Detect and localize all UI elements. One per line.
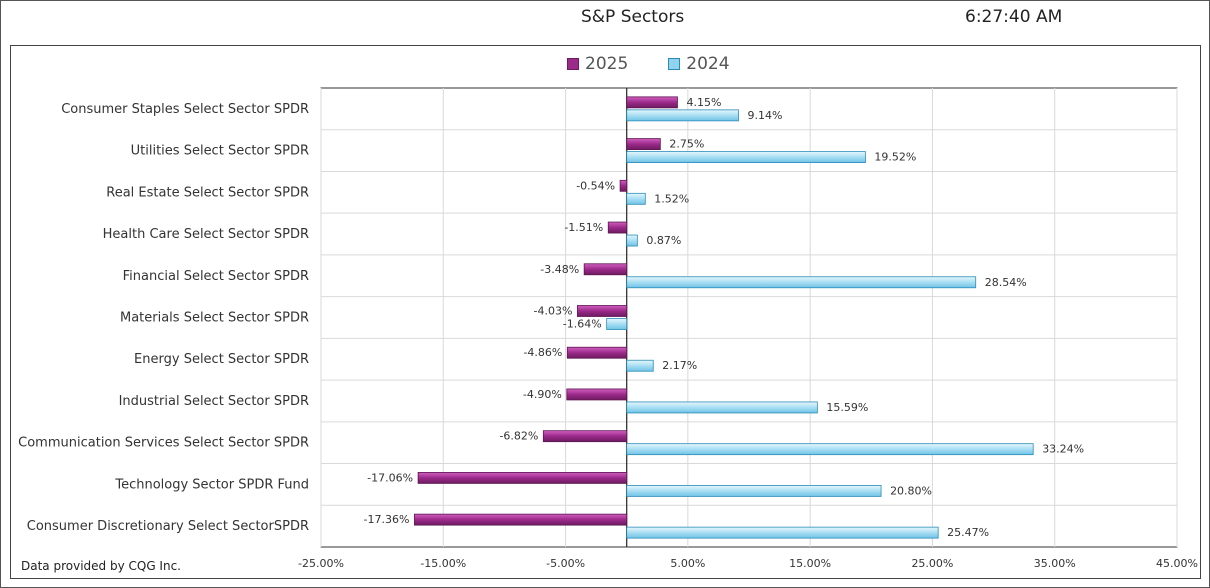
x-tick-label: 5.00% [670,557,705,570]
bar-2025 [417,472,628,484]
data-label-2025: -6.82% [499,430,538,443]
data-label-2025: -17.36% [364,513,410,526]
x-tick-label: 45.00% [1156,557,1198,570]
data-label-2025: 2.75% [669,138,704,151]
data-label-2024: 1.52% [654,192,689,205]
bar-2024 [626,401,818,414]
bar-2024 [626,443,1034,456]
data-label-2024: 15.59% [826,401,868,414]
x-tick-label: 25.00% [911,557,953,570]
bar-2024 [626,485,882,497]
data-label-2024: 33.24% [1042,443,1084,456]
data-label-2025: -4.86% [523,346,562,359]
data-label-2025: -3.48% [540,263,579,276]
x-tick-label: 15.00% [789,557,831,570]
category-label: Consumer Discretionary Select SectorSPDR [27,519,309,534]
data-label-2025: -4.03% [534,305,573,318]
bar-2024 [626,526,939,539]
clock-time: 6:27:40 AM [965,7,1063,27]
category-label: Real Estate Select Sector SPDR [106,185,309,200]
data-label-2025: -0.54% [576,179,615,192]
bar-2025 [577,305,628,317]
legend-label-2024: 2024 [686,54,730,74]
data-label-2024: 9.14% [747,109,782,122]
bar-2024 [606,318,628,330]
category-label: Communication Services Select Sector SPD… [18,436,309,451]
legend-swatch-2024 [668,58,681,70]
legend-item-2025: 2025 [567,54,628,74]
bar-2025 [626,96,678,109]
x-tick-label: -5.00% [546,557,585,570]
bar-2024 [626,359,654,372]
category-label: Consumer Staples Select Sector SPDR [61,102,309,117]
bar-2025 [414,513,628,526]
bar-2025 [583,263,628,276]
legend-item-2024: 2024 [668,54,730,74]
data-label-2024: 19.52% [874,151,916,164]
category-label: Industrial Select Sector SPDR [119,394,309,409]
legend-label-2025: 2025 [585,54,629,74]
bar-2024 [626,109,739,122]
bar-2025 [619,179,628,192]
x-tick-label: -25.00% [298,557,344,570]
data-credit: Data provided by CQG Inc. [21,559,181,573]
chart-title: S&P Sectors [581,7,685,27]
category-label: Financial Select Sector SPDR [123,269,309,284]
legend: 2025 2024 [567,54,770,74]
data-label-2024: 20.80% [890,484,932,497]
data-label-2024: 2.17% [662,359,697,372]
bar-2025 [607,221,628,234]
data-label-2024: -1.64% [563,318,602,331]
category-label: Technology Sector SPDR Fund [114,477,309,492]
data-label-2024: 25.47% [947,526,989,539]
bar-2024 [626,192,646,205]
x-tick-label: -15.00% [420,557,466,570]
data-label-2025: 4.15% [686,96,721,109]
bar-2024 [626,276,977,289]
bar-2025 [566,388,628,401]
plot-area [320,87,1178,548]
bar-2025 [542,430,628,443]
data-label-2025: -17.06% [367,471,413,484]
bar-2024 [626,234,638,247]
category-label: Energy Select Sector SPDR [134,352,309,367]
bar-2024 [626,151,866,163]
data-label-2025: -1.51% [564,221,603,234]
category-label: Materials Select Sector SPDR [120,311,309,326]
data-label-2024: 0.87% [646,234,681,247]
legend-swatch-2025 [567,58,579,70]
data-label-2025: -4.90% [523,388,562,401]
category-label: Health Care Select Sector SPDR [103,227,309,242]
bar-2025 [566,346,628,359]
category-label: Utilities Select Sector SPDR [131,144,309,159]
x-tick-label: 35.00% [1034,557,1076,570]
bar-2025 [626,138,661,150]
data-label-2024: 28.54% [985,276,1027,289]
